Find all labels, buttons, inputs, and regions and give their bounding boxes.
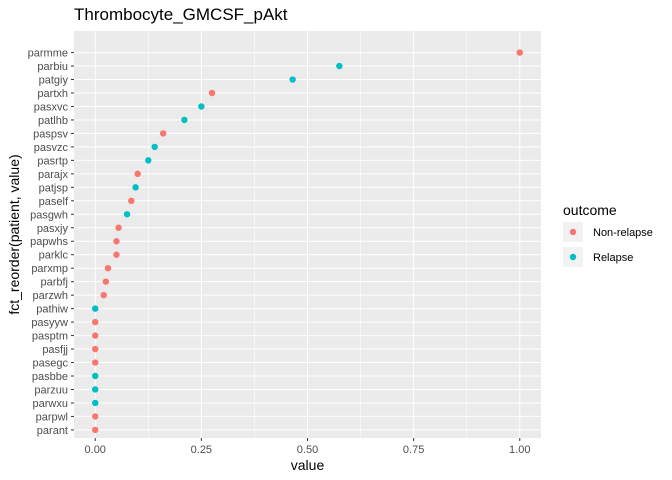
chart-title: Thrombocyte_GMCSF_pAkt <box>74 5 288 24</box>
data-point-pasrtp <box>145 157 152 164</box>
x-tick-label: 1.00 <box>509 444 530 456</box>
y-tick-label: parzwh <box>33 290 68 302</box>
data-point-pasvzc <box>151 143 158 151</box>
data-point-parpwl <box>92 413 99 420</box>
data-point-pasxjy <box>115 224 122 231</box>
y-tick-label: pasyyw <box>31 317 68 329</box>
y-tick-label: pasegc <box>33 358 69 370</box>
data-point-pasgwh <box>123 211 131 218</box>
data-point-paself <box>128 197 135 205</box>
legend-key-relapse <box>569 253 577 261</box>
data-point-parzuu <box>92 386 99 393</box>
y-tick-label: paspsv <box>33 128 68 140</box>
y-tick-label: parant <box>37 425 68 437</box>
data-point-pathiw <box>92 305 99 312</box>
y-tick-label: parklc <box>39 250 69 262</box>
data-point-parzwh <box>100 291 107 299</box>
y-tick-label: patgiy <box>39 75 69 87</box>
y-axis-title: fct_reorder(patient, value) <box>6 154 22 314</box>
y-tick-label: parzuu <box>34 384 68 396</box>
legend-label: Relapse <box>593 252 633 264</box>
data-points <box>92 49 523 434</box>
data-point-patjsp <box>132 184 139 191</box>
x-tick-label: 0.75 <box>403 444 424 456</box>
x-tick-label: 0.25 <box>191 444 212 456</box>
y-tick-label: patlhb <box>38 115 68 127</box>
legend-key-non-relapse <box>569 228 577 236</box>
x-axis-ticks: 0.00 0.25 0.50 0.75 1.00 <box>85 438 530 456</box>
data-point-paspsv <box>159 130 167 137</box>
data-point-parmme <box>516 49 523 56</box>
y-tick-label: parbfj <box>40 277 68 289</box>
y-tick-label: partxh <box>37 88 68 100</box>
data-point-pasfjj <box>92 345 99 353</box>
data-point-patlhb <box>181 116 188 124</box>
y-tick-label: pasxjy <box>37 223 69 235</box>
data-point-parbiu <box>336 62 343 70</box>
x-tick-label: 0.00 <box>85 444 106 456</box>
y-tick-label: pasptm <box>32 331 68 343</box>
y-tick-label: pathiw <box>36 304 68 316</box>
data-point-partxh <box>208 89 216 97</box>
legend-title: outcome <box>563 202 617 218</box>
y-tick-label: pasvzc <box>34 142 69 154</box>
data-point-pasegc <box>92 359 99 366</box>
y-tick-label: parmme <box>28 48 68 60</box>
y-tick-label: pasfjj <box>42 344 68 356</box>
data-point-papwhs <box>113 238 120 245</box>
x-axis-title: value <box>291 457 325 473</box>
x-tick-label: 0.50 <box>297 444 318 456</box>
y-tick-label: pasgwh <box>30 209 68 221</box>
data-point-parxmp <box>104 264 112 272</box>
data-point-patgiy <box>289 76 296 83</box>
data-point-parant <box>92 426 99 434</box>
y-tick-label: pasxvc <box>34 101 69 113</box>
data-point-pasptm <box>92 332 99 339</box>
data-point-parbfj <box>102 278 110 285</box>
y-tick-label: parajx <box>38 169 68 181</box>
data-point-pasxvc <box>198 103 205 110</box>
y-tick-label: paself <box>39 196 69 208</box>
data-point-pasbbe <box>92 372 99 380</box>
y-tick-label: parbiu <box>37 61 68 73</box>
data-point-parajx <box>134 170 141 178</box>
data-point-parklc <box>113 251 120 258</box>
y-tick-label: parwxu <box>33 398 68 410</box>
y-tick-label: papwhs <box>30 236 68 248</box>
y-tick-label: parpwl <box>36 411 68 423</box>
y-tick-label: pasbbe <box>32 371 68 383</box>
legend: outcome Non-relapse Relapse <box>563 202 653 267</box>
y-tick-label: parxmp <box>31 263 68 275</box>
grid-lines <box>74 31 541 438</box>
y-tick-label: pasrtp <box>37 155 68 167</box>
data-point-parwxu <box>92 399 99 407</box>
data-point-pasyyw <box>92 318 99 326</box>
y-tick-label: patjsp <box>39 182 68 194</box>
legend-label: Non-relapse <box>593 227 653 239</box>
